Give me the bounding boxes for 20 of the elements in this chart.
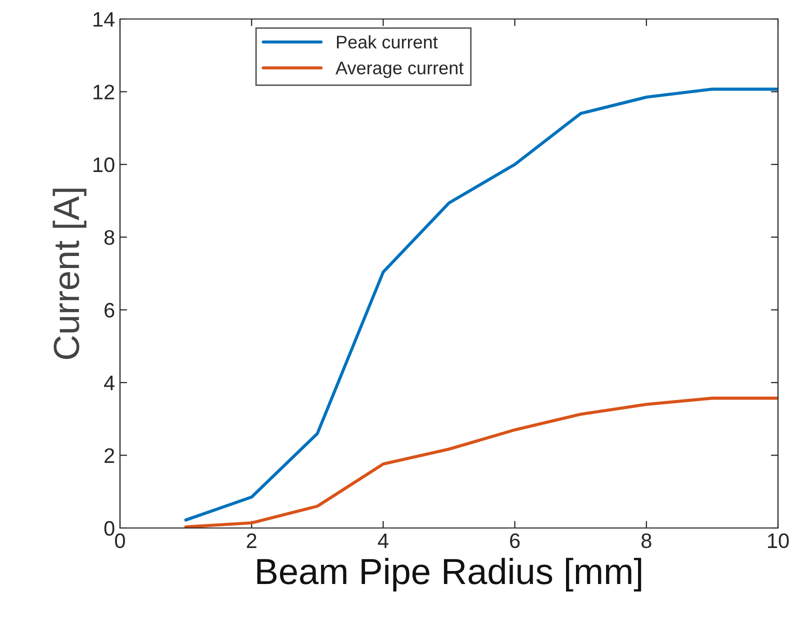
x-tick-label: 2 <box>246 533 256 548</box>
legend-label: Average current <box>336 62 464 78</box>
y-tick-label: 10 <box>94 157 114 172</box>
x-tick-label: 4 <box>378 534 388 548</box>
y-tick-label: 12 <box>94 84 114 100</box>
y-tick-label: 0 <box>104 521 114 536</box>
x-axis-title: Beam Pipe Radius [mm] <box>257 558 642 592</box>
legend-label: Peak current <box>336 35 438 49</box>
line-series <box>184 396 778 528</box>
x-tick-label: 6 <box>510 533 520 548</box>
x-tick-label: 8 <box>642 533 652 548</box>
x-tick-label: 10 <box>768 533 789 548</box>
y-tick-label: 2 <box>104 448 114 463</box>
x-tick-label: 0 <box>115 533 125 548</box>
y-tick-label: 8 <box>104 230 114 245</box>
line-series <box>184 88 778 522</box>
y-tick-label: 14 <box>94 12 115 27</box>
y-axis-title: Current [A] <box>52 188 86 359</box>
y-tick-label: 4 <box>104 376 115 390</box>
y-tick-label: 6 <box>104 302 114 318</box>
